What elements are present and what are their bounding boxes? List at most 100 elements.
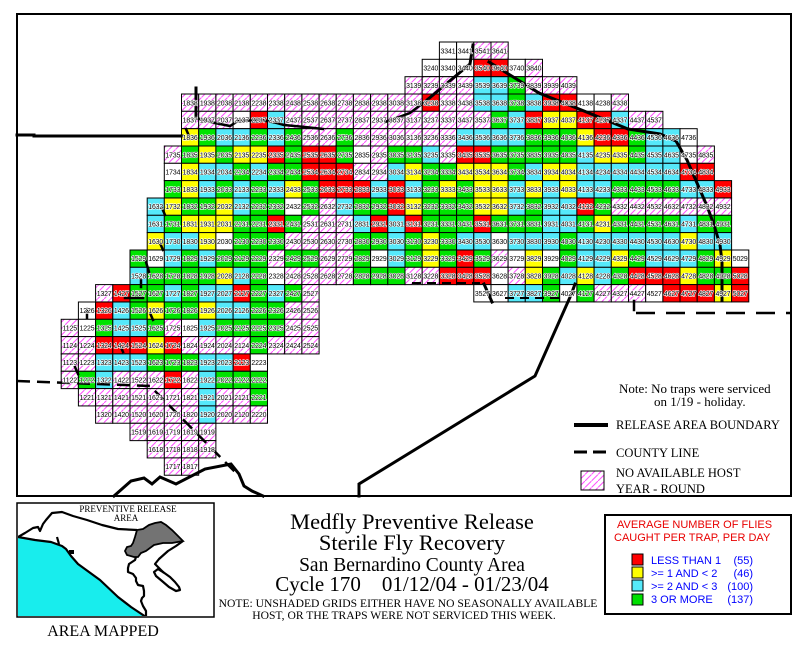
svg-text:1320: 1320 bbox=[97, 412, 112, 419]
svg-text:1728: 1728 bbox=[165, 274, 180, 281]
svg-text:2931: 2931 bbox=[372, 222, 387, 229]
svg-text:Medfly Preventive Release: Medfly Preventive Release bbox=[290, 509, 534, 534]
svg-text:3032: 3032 bbox=[389, 204, 404, 211]
svg-text:3540: 3540 bbox=[475, 66, 490, 73]
svg-text:4133: 4133 bbox=[578, 187, 593, 194]
svg-text:2537: 2537 bbox=[303, 118, 318, 125]
svg-text:1224: 1224 bbox=[80, 343, 95, 350]
svg-text:1818: 1818 bbox=[183, 447, 198, 454]
svg-text:4229: 4229 bbox=[595, 256, 610, 263]
svg-text:2032: 2032 bbox=[217, 204, 232, 211]
svg-text:2023: 2023 bbox=[217, 360, 232, 367]
svg-text:2136: 2136 bbox=[234, 135, 249, 142]
svg-text:3436: 3436 bbox=[458, 135, 473, 142]
svg-text:4428: 4428 bbox=[630, 274, 645, 281]
svg-text:1324: 1324 bbox=[97, 343, 112, 350]
svg-text:4132: 4132 bbox=[578, 204, 593, 211]
svg-text:4833: 4833 bbox=[698, 187, 713, 194]
svg-text:3240: 3240 bbox=[423, 66, 438, 73]
svg-text:4528: 4528 bbox=[647, 274, 662, 281]
svg-text:1525: 1525 bbox=[131, 326, 146, 333]
svg-text:4832: 4832 bbox=[698, 204, 713, 211]
svg-text:2435: 2435 bbox=[286, 152, 301, 159]
svg-text:2528: 2528 bbox=[303, 274, 318, 281]
svg-text:1937: 1937 bbox=[200, 118, 215, 125]
svg-text:4636: 4636 bbox=[664, 135, 679, 142]
svg-text:2336: 2336 bbox=[269, 135, 284, 142]
svg-text:2030: 2030 bbox=[217, 239, 232, 246]
svg-text:1321: 1321 bbox=[97, 395, 112, 402]
svg-text:3728: 3728 bbox=[509, 274, 524, 281]
svg-text:3233: 3233 bbox=[423, 187, 438, 194]
svg-text:1827: 1827 bbox=[183, 291, 198, 298]
svg-text:4635: 4635 bbox=[664, 152, 679, 159]
svg-text:1421: 1421 bbox=[114, 395, 129, 402]
svg-text:4035: 4035 bbox=[561, 152, 576, 159]
svg-text:3828: 3828 bbox=[526, 274, 541, 281]
svg-text:2632: 2632 bbox=[320, 204, 335, 211]
svg-text:2138: 2138 bbox=[234, 100, 249, 107]
svg-text:4433: 4433 bbox=[630, 187, 645, 194]
svg-text:3734: 3734 bbox=[509, 170, 524, 177]
svg-text:4134: 4134 bbox=[578, 170, 593, 177]
svg-text:1718: 1718 bbox=[165, 447, 180, 454]
svg-text:4130: 4130 bbox=[578, 239, 593, 246]
svg-text:1820: 1820 bbox=[183, 412, 198, 419]
svg-text:2231: 2231 bbox=[251, 222, 266, 229]
svg-text:2438: 2438 bbox=[286, 100, 301, 107]
svg-text:RELEASE AREA BOUNDARY: RELEASE AREA BOUNDARY bbox=[616, 418, 780, 432]
svg-text:1519: 1519 bbox=[131, 430, 146, 437]
svg-text:2835: 2835 bbox=[355, 152, 370, 159]
svg-text:(55): (55) bbox=[733, 555, 753, 567]
svg-text:3335: 3335 bbox=[441, 152, 456, 159]
svg-text:2225: 2225 bbox=[251, 326, 266, 333]
svg-text:3937: 3937 bbox=[544, 118, 559, 125]
svg-text:2437: 2437 bbox=[286, 118, 301, 125]
svg-text:1829: 1829 bbox=[183, 256, 198, 263]
svg-text:1830: 1830 bbox=[183, 239, 198, 246]
svg-text:1925: 1925 bbox=[200, 326, 215, 333]
svg-text:1927: 1927 bbox=[200, 291, 215, 298]
svg-text:AVERAGE NUMBER OF FLIES: AVERAGE NUMBER OF FLIES bbox=[617, 519, 772, 531]
svg-text:4136: 4136 bbox=[578, 135, 593, 142]
svg-text:4632: 4632 bbox=[664, 204, 679, 211]
svg-text:2234: 2234 bbox=[251, 170, 266, 177]
svg-text:3437: 3437 bbox=[458, 118, 473, 125]
svg-text:3532: 3532 bbox=[475, 204, 490, 211]
svg-text:3531: 3531 bbox=[475, 222, 490, 229]
svg-text:2037: 2037 bbox=[217, 118, 232, 125]
svg-text:1835: 1835 bbox=[183, 152, 198, 159]
svg-text:(137): (137) bbox=[727, 594, 753, 606]
svg-text:3638: 3638 bbox=[492, 100, 507, 107]
svg-text:3735: 3735 bbox=[509, 152, 524, 159]
svg-text:3230: 3230 bbox=[423, 239, 438, 246]
svg-text:3332: 3332 bbox=[441, 204, 456, 211]
svg-text:3827: 3827 bbox=[526, 291, 541, 298]
svg-text:3431: 3431 bbox=[458, 222, 473, 229]
svg-text:2538: 2538 bbox=[303, 100, 318, 107]
svg-text:3035: 3035 bbox=[389, 152, 404, 159]
svg-text:1526: 1526 bbox=[131, 308, 146, 315]
svg-text:4932: 4932 bbox=[716, 204, 731, 211]
svg-text:2730: 2730 bbox=[337, 239, 352, 246]
svg-text:4630: 4630 bbox=[664, 239, 679, 246]
svg-text:4436: 4436 bbox=[630, 135, 645, 142]
svg-text:1929: 1929 bbox=[200, 256, 215, 263]
svg-text:AREA MAPPED: AREA MAPPED bbox=[47, 623, 159, 640]
svg-text:3639: 3639 bbox=[492, 83, 507, 90]
svg-text:2830: 2830 bbox=[355, 239, 370, 246]
svg-text:2224: 2224 bbox=[251, 343, 266, 350]
svg-text:4535: 4535 bbox=[647, 152, 662, 159]
svg-text:2133: 2133 bbox=[234, 187, 249, 194]
svg-text:2228: 2228 bbox=[251, 274, 266, 281]
svg-text:2132: 2132 bbox=[234, 204, 249, 211]
svg-text:4733: 4733 bbox=[681, 187, 696, 194]
svg-text:2325: 2325 bbox=[269, 326, 284, 333]
svg-text:1723: 1723 bbox=[165, 360, 180, 367]
svg-text:3131: 3131 bbox=[406, 222, 421, 229]
svg-text:2935: 2935 bbox=[372, 152, 387, 159]
svg-text:3536: 3536 bbox=[475, 135, 490, 142]
svg-text:2829: 2829 bbox=[355, 256, 370, 263]
svg-text:3328: 3328 bbox=[441, 274, 456, 281]
svg-text:3635: 3635 bbox=[492, 152, 507, 159]
